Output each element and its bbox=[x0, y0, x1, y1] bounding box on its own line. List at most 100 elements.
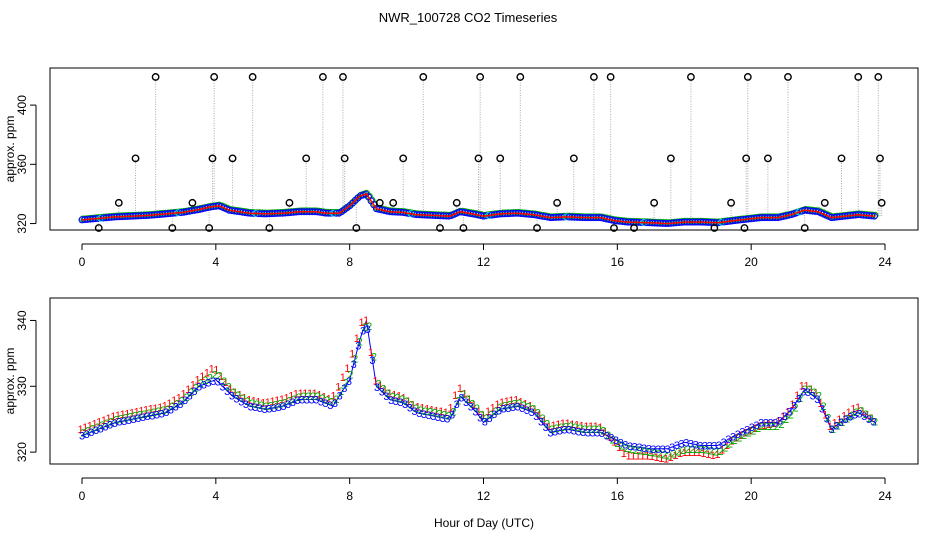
series-2-marker: 2 bbox=[422, 406, 428, 418]
series-3-marker: 3 bbox=[374, 382, 380, 394]
series-2-marker: 2 bbox=[90, 424, 96, 436]
spike-marker bbox=[205, 224, 214, 232]
series-2-marker: 2 bbox=[788, 410, 794, 422]
series-3-marker: 3 bbox=[763, 418, 769, 430]
series-1-marker: 1 bbox=[307, 388, 313, 400]
series-1-marker: 1 bbox=[447, 402, 453, 414]
series-2-marker: 2 bbox=[399, 394, 405, 406]
spike-marker bbox=[302, 154, 311, 163]
series-3-marker: 3 bbox=[168, 404, 174, 416]
series-1-marker: 1 bbox=[293, 389, 299, 401]
series-3-marker: 3 bbox=[84, 429, 90, 441]
series-3-marker: 3 bbox=[304, 394, 310, 406]
spike-marker bbox=[610, 224, 618, 232]
series-1-marker: 1 bbox=[536, 410, 542, 422]
series-2-marker: 2 bbox=[109, 416, 115, 428]
series-1-marker: 1 bbox=[799, 381, 805, 393]
series-2-marker: 2 bbox=[432, 408, 438, 420]
series-3-marker: 3 bbox=[393, 396, 399, 408]
series-1-marker: 1 bbox=[696, 447, 702, 459]
series-3-marker: 3 bbox=[280, 401, 286, 413]
series-2-marker: 2 bbox=[263, 401, 269, 413]
series-1-marker: 1 bbox=[265, 397, 271, 409]
series-3-marker: 3 bbox=[360, 325, 366, 337]
series-2-marker: 2 bbox=[839, 417, 845, 429]
series-2-marker: 2 bbox=[418, 405, 424, 417]
spike-marker bbox=[800, 224, 809, 232]
series-3-marker: 3 bbox=[149, 410, 155, 422]
series-3-marker: 3 bbox=[725, 434, 731, 446]
series-1-marker: 1 bbox=[204, 367, 210, 379]
series-2-marker: 2 bbox=[118, 413, 124, 425]
series-3-marker: 3 bbox=[693, 439, 699, 451]
series-2-marker: 2 bbox=[277, 399, 283, 411]
series-3-marker: 3 bbox=[219, 381, 225, 393]
series-3-marker: 3 bbox=[248, 401, 254, 413]
series-2-marker: 2 bbox=[446, 410, 452, 422]
series-1-marker: 1 bbox=[157, 402, 163, 414]
series-2-marker: 2 bbox=[469, 398, 475, 410]
series-2-marker: 2 bbox=[572, 422, 578, 434]
series-2-marker: 2 bbox=[549, 424, 555, 436]
series-1-marker: 1 bbox=[480, 410, 486, 422]
series-2-marker: 2 bbox=[596, 424, 602, 436]
series-2-marker: 2 bbox=[226, 382, 232, 394]
series-2-marker: 2 bbox=[821, 401, 827, 413]
series-3-marker: 3 bbox=[814, 394, 820, 406]
series-2-marker: 2 bbox=[465, 394, 471, 406]
series-2-marker: 2 bbox=[816, 391, 822, 403]
series-1-marker: 1 bbox=[237, 390, 243, 402]
series-1-marker: 1 bbox=[733, 432, 739, 444]
series-3-marker: 3 bbox=[838, 417, 844, 429]
x-tick-label: 12 bbox=[477, 489, 491, 503]
series-1-marker: 1 bbox=[485, 406, 491, 418]
series-3-marker: 3 bbox=[735, 429, 741, 441]
series-2-marker: 2 bbox=[647, 447, 653, 459]
series-3-marker: 3 bbox=[599, 428, 605, 440]
series-2-marker: 2 bbox=[357, 337, 363, 349]
series-3-marker: 3 bbox=[187, 391, 193, 403]
series-3-marker: 3 bbox=[98, 423, 104, 435]
series-3-marker: 3 bbox=[93, 425, 99, 437]
series-1-marker: 1 bbox=[316, 390, 322, 402]
series-3-marker: 3 bbox=[234, 394, 240, 406]
series-2-marker: 2 bbox=[123, 412, 129, 424]
series-3-marker: 3 bbox=[318, 396, 324, 408]
series-1-marker: 1 bbox=[625, 450, 631, 462]
series-1-marker: 1 bbox=[658, 453, 664, 465]
series-2-marker: 2 bbox=[675, 447, 681, 459]
x-tick-label: 20 bbox=[744, 489, 758, 503]
series-2-marker: 2 bbox=[844, 414, 850, 426]
series-3-marker: 3 bbox=[749, 422, 755, 434]
series-3-marker: 3 bbox=[196, 381, 202, 393]
series-1-marker: 1 bbox=[846, 407, 852, 419]
series-1-marker: 1 bbox=[457, 383, 463, 395]
series-1-marker: 1 bbox=[321, 392, 327, 404]
spike-marker bbox=[837, 154, 846, 163]
series-3-marker: 3 bbox=[379, 387, 385, 399]
spike-marker bbox=[188, 198, 197, 207]
series-3-marker: 3 bbox=[154, 409, 160, 421]
series-3-marker: 3 bbox=[365, 324, 371, 336]
series-1-marker: 1 bbox=[274, 395, 280, 407]
series-1-marker: 1 bbox=[682, 447, 688, 459]
series-2-marker: 2 bbox=[113, 414, 119, 426]
series-3-marker: 3 bbox=[810, 391, 816, 403]
series-1-marker: 1 bbox=[757, 421, 763, 433]
series-3-marker: 3 bbox=[285, 399, 291, 411]
series-1-marker: 1 bbox=[621, 448, 627, 460]
series-1-marker: 1 bbox=[504, 396, 510, 408]
series-1-marker: 1 bbox=[761, 420, 767, 432]
series-1-marker: 1 bbox=[855, 402, 861, 414]
spike-marker bbox=[710, 224, 719, 232]
series-2-marker: 2 bbox=[221, 376, 227, 388]
series-3-marker: 3 bbox=[683, 438, 689, 450]
series-3-marker: 3 bbox=[842, 414, 848, 426]
y-tick-label: 340 bbox=[15, 310, 29, 330]
spike-marker bbox=[877, 198, 886, 207]
spike-marker bbox=[476, 73, 485, 81]
series-3-marker: 3 bbox=[191, 386, 197, 398]
series-3-marker: 3 bbox=[543, 422, 549, 434]
y-axis-label: approx. ppm bbox=[3, 116, 17, 183]
spike-marker bbox=[590, 73, 598, 81]
